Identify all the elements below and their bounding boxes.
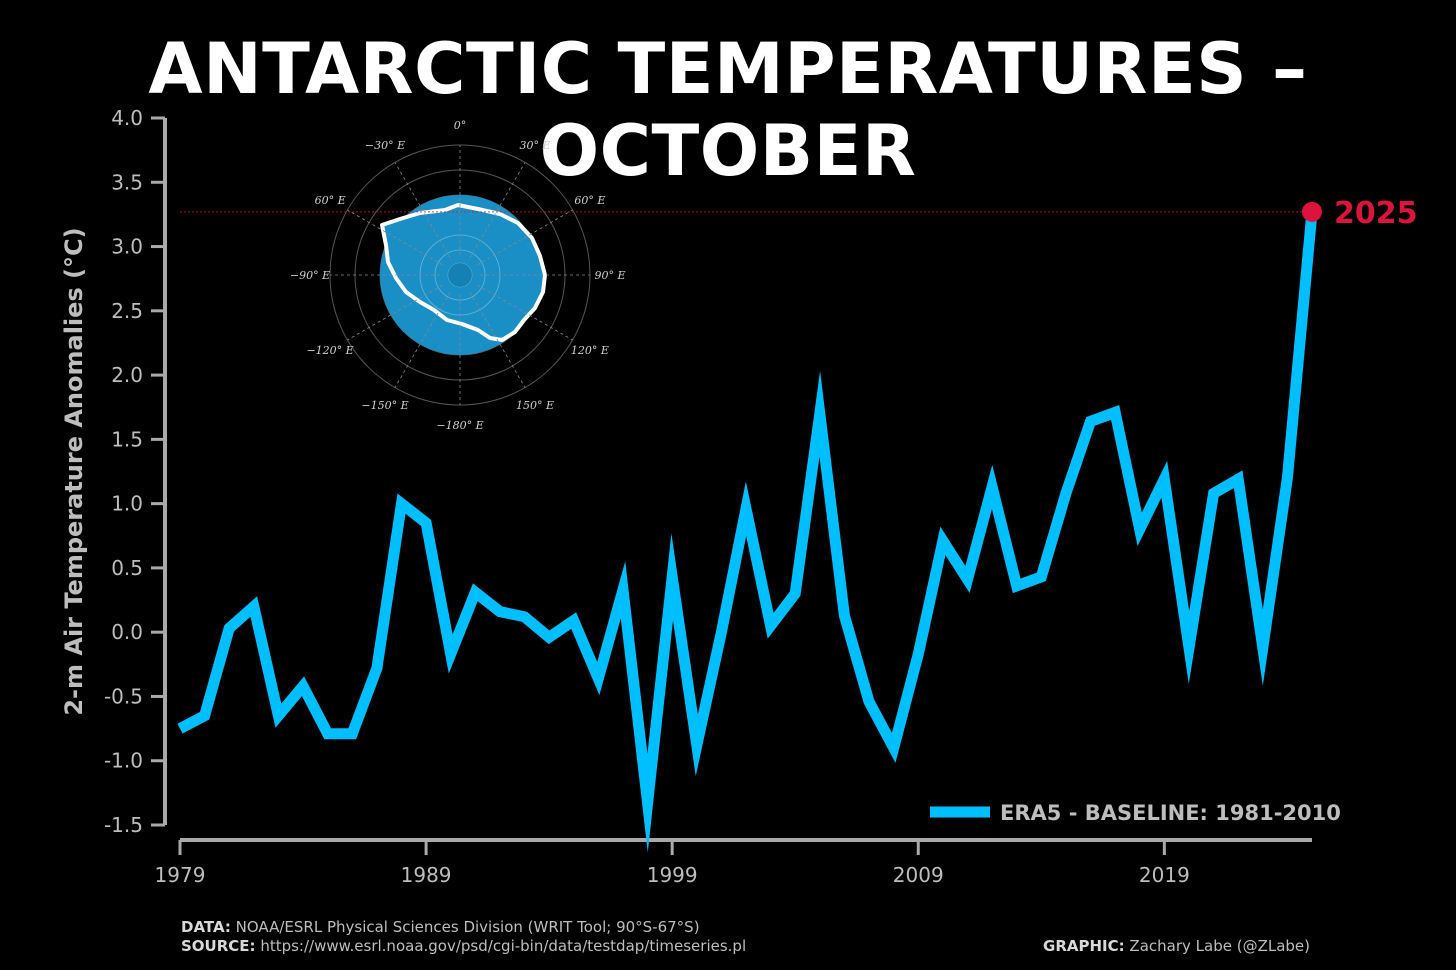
inset-meridian-label: 120° E xyxy=(571,344,609,357)
inset-meridian xyxy=(469,292,526,388)
x-tick-label: 1999 xyxy=(647,863,698,887)
inset-meridian-label: 60° E xyxy=(315,194,346,207)
y-tick-label: -0.5 xyxy=(104,684,143,708)
y-tick-label: 4.0 xyxy=(111,106,143,130)
footer-source-text: https://www.esrl.noaa.gov/psd/cgi-bin/da… xyxy=(260,937,747,955)
inset-meridian xyxy=(477,284,573,341)
y-tick-label: 2.5 xyxy=(111,299,143,323)
footer-graphic-credit: GRAPHIC: Zachary Labe (@ZLabe) xyxy=(1043,937,1310,955)
y-tick-label: 0.0 xyxy=(111,620,143,644)
inset-meridian xyxy=(347,209,443,266)
inset-meridian xyxy=(394,162,451,258)
footer-graphic-label: GRAPHIC: xyxy=(1043,937,1125,955)
antarctica-inset-map: 0° 30° E 60° E 90° E 120° E 150° E −180° E −150… xyxy=(290,119,626,432)
footer-data-text: NOAA/ESRL Physical Sciences Division (WR… xyxy=(235,918,700,936)
inset-meridian-label: −90° E xyxy=(290,269,330,282)
x-tick-label: 1979 xyxy=(155,863,206,887)
series-line-era5 xyxy=(177,211,1318,853)
inset-meridian-label: 150° E xyxy=(516,399,554,412)
highlight-label-2025: 2025 xyxy=(1334,196,1418,231)
footer-source-label: SOURCE: xyxy=(181,937,256,955)
chart-marks: 2025 xyxy=(177,196,1418,853)
y-tick-label: -1.5 xyxy=(104,813,143,837)
inset-meridian-label: −120° E xyxy=(306,344,353,357)
chart-title: ANTARCTIC TEMPERATURES – OCTOBER xyxy=(148,28,1308,192)
y-tick-label: 1.0 xyxy=(111,492,143,516)
inset-meridian-label: −30° E xyxy=(365,139,405,152)
inset-meridian xyxy=(347,284,443,341)
y-tick-label: 0.5 xyxy=(111,556,143,580)
inset-meridian xyxy=(394,292,451,388)
x-tick-label: 2009 xyxy=(893,863,944,887)
footer-source-credit: SOURCE: https://www.esrl.noaa.gov/psd/cg… xyxy=(181,937,746,955)
x-tick-label: 2019 xyxy=(1139,863,1190,887)
inset-meridian-label: 90° E xyxy=(594,269,625,282)
legend: ERA5 - BASELINE: 1981-2010 xyxy=(930,801,1341,825)
inset-inner-ring xyxy=(434,249,486,301)
y-tick-label: 3.0 xyxy=(111,235,143,259)
footer-data-credit: DATA: NOAA/ESRL Physical Sciences Divisi… xyxy=(181,918,700,936)
inset-meridian-label: 30° E xyxy=(519,139,550,152)
y-tick-label: 2.0 xyxy=(111,363,143,387)
footer-graphic-text: Zachary Labe (@ZLabe) xyxy=(1129,937,1310,955)
inset-meridian-label: −180° E xyxy=(436,419,483,432)
highlight-point-2025 xyxy=(1302,201,1322,222)
axes: -1.5 -1.0 -0.5 0.0 0.5 1.0 1.5 2.0 2.5 3.0 3.5 4.0 2… xyxy=(60,106,1312,887)
y-tick-label: 1.5 xyxy=(111,427,143,451)
inset-meridian-label: 60° E xyxy=(574,194,605,207)
y-axis-label: 2-m Air Temperature Anomalies (°C) xyxy=(60,227,88,715)
y-tick-label: -1.0 xyxy=(104,749,143,773)
inset-meridian-label: 0° xyxy=(454,119,467,132)
inset-meridian-label: −150° E xyxy=(361,399,408,412)
inset-meridian xyxy=(469,162,526,258)
footer-data-label: DATA: xyxy=(181,918,231,936)
x-tick-label: 1989 xyxy=(401,863,452,887)
inset-meridian xyxy=(477,209,573,266)
inset-pole xyxy=(448,263,472,287)
y-tick-label: 3.5 xyxy=(111,170,143,194)
legend-label: ERA5 - BASELINE: 1981-2010 xyxy=(1000,801,1341,825)
